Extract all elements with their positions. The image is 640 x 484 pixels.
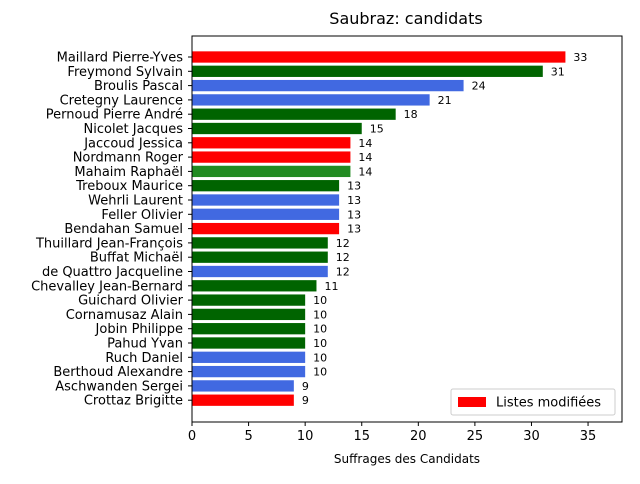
value-label: 13 [347,194,361,207]
value-label: 13 [347,208,361,221]
bar [192,380,294,392]
value-label: 10 [313,308,327,321]
x-tick-label: 0 [188,429,196,444]
bar [192,351,306,363]
y-tick-label: Pernoud Pierre André [46,108,183,123]
value-label: 10 [313,323,327,336]
x-axis-ticks: 0 5 10 15 20 25 30 35 [188,422,596,444]
x-axis-label: Suffrages des Candidats [334,452,480,466]
y-tick-label: Pahud Yvan [107,337,183,352]
value-label: 12 [336,251,350,264]
bar [192,108,396,120]
bar [192,94,430,106]
bar [192,337,306,349]
y-tick-label: Nordmann Roger [73,151,184,166]
y-tick-label: Feller Olivier [101,208,183,223]
y-tick-label: Maillard Pierre-Yves [57,51,184,66]
bar [192,365,306,378]
value-label: 18 [404,108,418,121]
value-label: 33 [573,51,587,64]
chart-title: Saubraz: candidats [329,9,482,28]
y-tick-label: Mahaim Raphaël [74,165,183,180]
bar [192,122,362,135]
legend-label: Listes modifiées [496,396,601,411]
y-tick-label: Cornamusaz Alain [66,308,183,323]
value-label: 10 [313,337,327,350]
value-label: 10 [313,366,327,379]
bar [192,65,543,77]
x-tick-label: 30 [523,429,540,444]
bar [192,165,351,178]
y-tick-label: Nicolet Jacques [84,122,184,137]
bar [192,222,340,235]
y-tick-label: Thuillard Jean-François [35,236,183,251]
y-tick-label: de Quattro Jacqueline [42,265,183,280]
value-label: 12 [336,237,350,250]
legend: Listes modifiées [450,388,616,416]
bar [192,208,340,220]
value-label: 9 [302,380,309,393]
value-label: 13 [347,223,361,236]
value-label: 14 [358,165,372,178]
value-label: 24 [472,80,486,93]
y-tick-label: Crottaz Brigitte [84,394,183,409]
value-label: 9 [302,394,309,407]
y-tick-label: Guichard Olivier [78,294,184,309]
bar [192,323,306,335]
y-tick-label: Treboux Maurice [75,179,183,194]
y-tick-label: Cretegny Laurence [60,93,183,108]
legend-swatch [458,397,486,407]
bar [192,194,340,206]
value-label: 10 [313,294,327,307]
bar [192,51,566,63]
x-tick-label: 15 [353,429,370,444]
value-label: 13 [347,180,361,193]
bar [192,294,306,306]
bar [192,308,306,321]
y-tick-label: Aschwanden Sergei [55,379,183,394]
plot-frame [191,35,623,423]
bar [192,265,328,278]
y-tick-label: Bendahan Samuel [64,222,183,237]
y-tick-label: Berthoud Alexandre [53,365,183,380]
value-label: 21 [438,94,452,107]
y-tick-label: Ruch Daniel [105,351,183,366]
y-tick-label: Buffat Michaël [90,251,183,266]
value-label: 14 [358,151,372,164]
bar [192,394,294,406]
y-tick-label: Jaccoud Jessica [83,136,183,151]
value-labels: 3331242118151414141313131312121211101010… [302,51,588,407]
bar [192,137,351,149]
x-tick-label: 5 [244,429,252,444]
y-tick-label: Jobin Philippe [95,322,183,337]
x-tick-label: 35 [580,429,597,444]
bar [192,151,351,163]
y-tick-label: Broulis Pascal [94,79,183,94]
y-tick-label: Freymond Sylvain [67,65,183,80]
y-tick-label: Chevalley Jean-Bernard [31,279,183,294]
value-label: 10 [313,351,327,364]
x-tick-label: 25 [467,429,484,444]
y-tick-label: Wehrli Laurent [88,194,183,209]
bar [192,180,340,192]
value-label: 31 [551,65,565,78]
bar [192,237,328,249]
bar [192,251,328,263]
value-label: 12 [336,266,350,279]
value-label: 11 [324,280,338,293]
bar [192,280,317,292]
value-label: 14 [358,137,372,150]
legend-box [450,388,616,416]
value-label: 15 [370,123,384,136]
x-tick-label: 10 [297,429,314,444]
bars-layer [192,51,566,406]
bar [192,79,464,92]
x-tick-label: 20 [410,429,427,444]
